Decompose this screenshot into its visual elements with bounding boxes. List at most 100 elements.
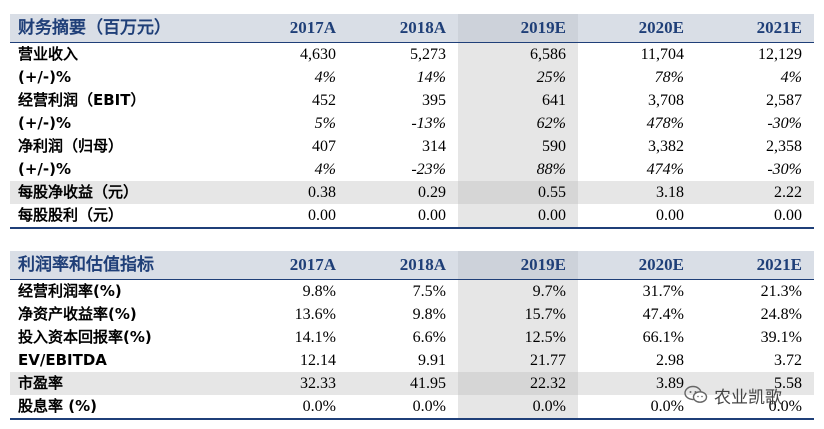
cell: 0.00 <box>696 204 814 229</box>
cell: 62% <box>458 112 578 135</box>
row-label: 每股净收益（元） <box>10 181 216 204</box>
cell: 9.7% <box>458 279 578 303</box>
watermark: 农业凯歌 <box>684 381 782 409</box>
row-label: (+/-)% <box>18 114 72 132</box>
row-label: 经营利润（EBIT） <box>18 91 146 109</box>
cell: 0.00 <box>348 204 458 229</box>
column-header: 2017A <box>216 14 348 43</box>
table-row: EV/EBITDA 12.14 9.91 21.77 2.98 3.72 <box>10 349 814 372</box>
cell: 6.6% <box>412 329 446 346</box>
table-title: 利润率和估值指标 <box>10 251 216 280</box>
cell: 2,587 <box>766 92 802 109</box>
table-row: 经营利润率(%) 9.8% 7.5% 9.7% 31.7% 21.3% <box>10 279 814 303</box>
cell: 3.89 <box>578 372 696 395</box>
cell: 15.7% <box>458 303 578 326</box>
cell: 21.77 <box>458 349 578 372</box>
cell: 641 <box>458 89 578 112</box>
cell: 14.1% <box>294 329 336 346</box>
cell: 7.5% <box>412 283 446 300</box>
column-header: 2021E <box>696 14 814 43</box>
cell: 24.8% <box>760 306 802 323</box>
row-label: 净资产收益率(%) <box>18 305 137 323</box>
column-header: 2020E <box>578 251 696 280</box>
row-label: 股息率 (%) <box>10 395 216 420</box>
cell: 452 <box>312 92 336 109</box>
cell: 4% <box>314 161 336 178</box>
cell: 2,358 <box>766 138 802 155</box>
cell: 0.0% <box>216 395 348 420</box>
cell: 0.38 <box>216 181 348 204</box>
cell: 21.3% <box>760 283 802 300</box>
cell: 0.29 <box>348 181 458 204</box>
cell: 31.7% <box>642 283 684 300</box>
column-header: 2021E <box>696 251 814 280</box>
watermark-text: 农业凯歌 <box>714 387 782 408</box>
column-header: 2018A <box>348 14 458 43</box>
cell: 5,273 <box>410 46 446 63</box>
cell: 0.55 <box>458 181 578 204</box>
table-row: 投入资本回报率(%) 14.1% 6.6% 12.5% 66.1% 39.1% <box>10 326 814 349</box>
cell: 4% <box>780 69 802 86</box>
table-row: (+/-)% 4% -23% 88% 474% -30% <box>10 158 814 181</box>
cell: 39.1% <box>760 329 802 346</box>
cell: 11,704 <box>640 46 684 63</box>
cell: 88% <box>458 158 578 181</box>
cell: 407 <box>312 138 336 155</box>
cell: 9.91 <box>418 352 446 369</box>
table-header: 利润率和估值指标 2017A 2018A 2019E 2020E 2021E <box>10 251 814 280</box>
column-header: 2020E <box>578 14 696 43</box>
cell: 22.32 <box>458 372 578 395</box>
cell: 478% <box>646 115 684 132</box>
cell: 3,708 <box>648 92 684 109</box>
table-row: 营业收入 4,630 5,273 6,586 11,704 12,129 <box>10 42 814 66</box>
row-label: 投入资本回报率(%) <box>18 328 152 346</box>
table-row: 净利润（归母） 407 314 590 3,382 2,358 <box>10 135 814 158</box>
cell: 0.00 <box>578 204 696 229</box>
financial-summary-table: 财务摘要（百万元） 2017A 2018A 2019E 2020E 2021E … <box>10 14 814 229</box>
cell: 0.0% <box>578 395 696 420</box>
table-header: 财务摘要（百万元） 2017A 2018A 2019E 2020E 2021E <box>10 14 814 43</box>
wechat-icon <box>684 385 708 403</box>
cell: 25% <box>458 66 578 89</box>
table-row: 每股股利（元） 0.00 0.00 0.00 0.00 0.00 <box>10 204 814 229</box>
cell: 5% <box>314 115 336 132</box>
cell: 0.00 <box>458 204 578 229</box>
cell: 12.5% <box>458 326 578 349</box>
cell: -13% <box>411 115 446 132</box>
row-label: 每股股利（元） <box>10 204 216 229</box>
cell: 32.33 <box>216 372 348 395</box>
row-label: 营业收入 <box>18 45 79 63</box>
row-label: EV/EBITDA <box>18 351 107 369</box>
cell: 12,129 <box>758 46 802 63</box>
table-row: (+/-)% 5% -13% 62% 478% -30% <box>10 112 814 135</box>
cell: -23% <box>411 161 446 178</box>
cell: 9.8% <box>412 306 446 323</box>
cell: 3.18 <box>578 181 696 204</box>
cell: 590 <box>458 135 578 158</box>
cell: 0.0% <box>696 395 814 420</box>
cell: 4,630 <box>300 46 336 63</box>
row-label: 市盈率 <box>10 372 216 395</box>
cell: 314 <box>422 138 446 155</box>
row-label: (+/-)% <box>18 68 72 86</box>
cell: 0.0% <box>348 395 458 420</box>
cell: 2.98 <box>656 352 684 369</box>
column-header: 2019E <box>458 251 578 280</box>
cell: 66.1% <box>642 329 684 346</box>
cell: 0.0% <box>458 395 578 420</box>
column-header: 2018A <box>348 251 458 280</box>
table-row: 经营利润（EBIT） 452 395 641 3,708 2,587 <box>10 89 814 112</box>
cell: -30% <box>767 115 802 132</box>
cell: 9.8% <box>302 283 336 300</box>
cell: 3.72 <box>774 352 802 369</box>
table-row: 市盈率 32.33 41.95 22.32 3.89 5.58 <box>10 372 814 395</box>
cell: 14% <box>416 69 446 86</box>
column-header: 2019E <box>458 14 578 43</box>
cell: 47.4% <box>642 306 684 323</box>
cell: 41.95 <box>348 372 458 395</box>
cell: 474% <box>646 161 684 178</box>
cell: 6,586 <box>458 42 578 66</box>
cell: 395 <box>422 92 446 109</box>
row-label: 经营利润率(%) <box>18 282 122 300</box>
valuation-metrics-table: 利润率和估值指标 2017A 2018A 2019E 2020E 2021E 经… <box>10 251 814 420</box>
